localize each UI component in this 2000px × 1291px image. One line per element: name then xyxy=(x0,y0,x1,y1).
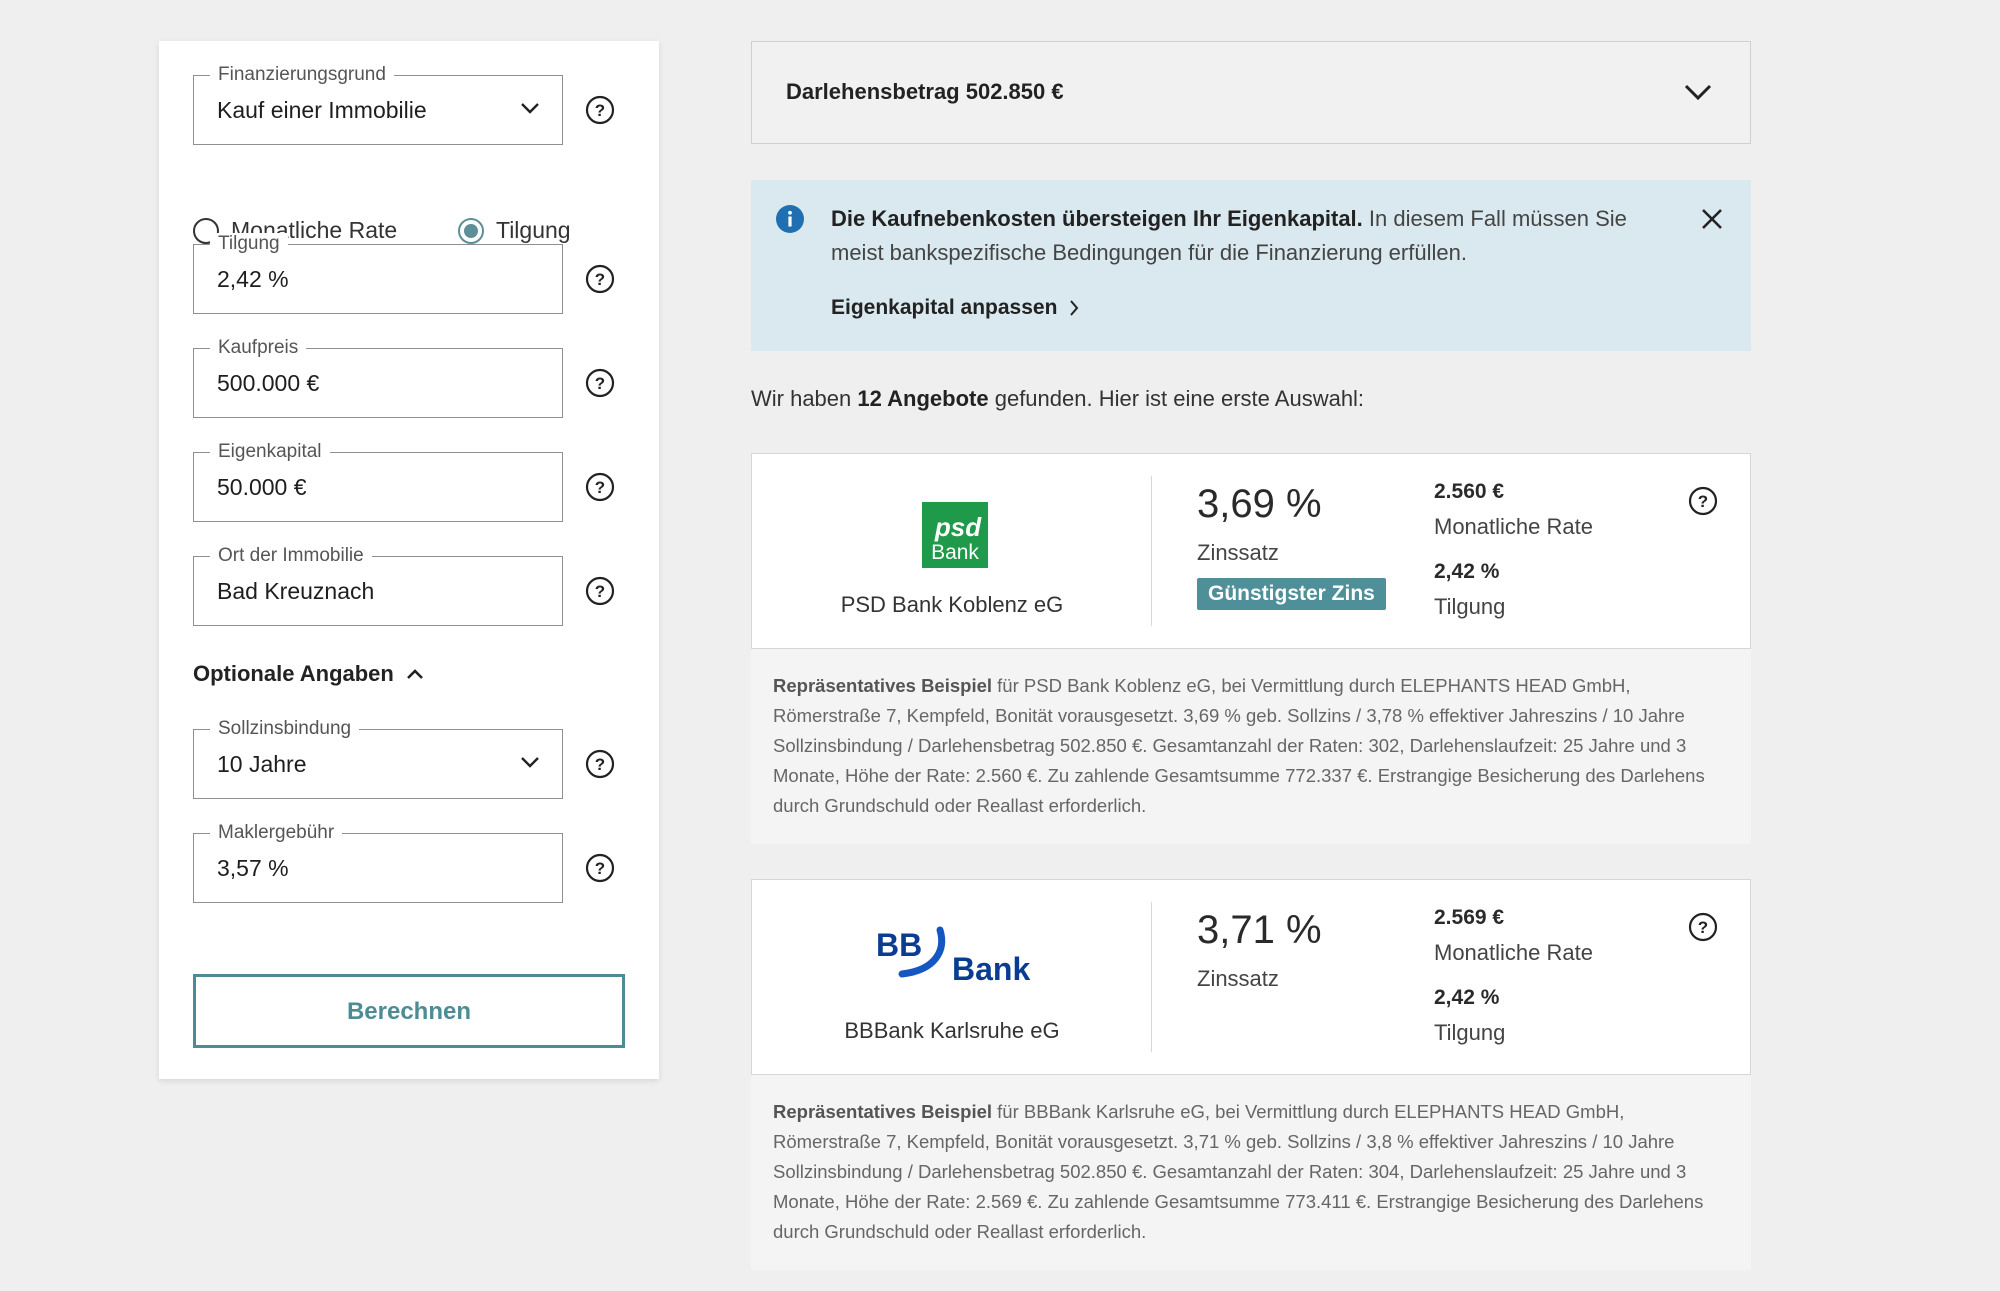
help-icon[interactable]: ? xyxy=(1688,486,1718,516)
tilgung-label: Tilgung xyxy=(1434,1020,1506,1045)
info-banner: Die Kaufnebenkosten übersteigen Ihr Eige… xyxy=(751,180,1751,351)
psd-bank-logo: psd Bank xyxy=(922,502,988,568)
help-icon[interactable]: ? xyxy=(585,95,615,125)
card-divider xyxy=(1151,476,1152,626)
radio-circle[interactable] xyxy=(193,217,219,244)
svg-text:?: ? xyxy=(1698,918,1708,937)
ort-input[interactable]: Ort der Immobilie Bad Kreuznach xyxy=(193,545,563,626)
kaufpreis-label: Kaufpreis xyxy=(210,337,307,359)
representative-example: Repräsentatives Beispiel für BBBank Karl… xyxy=(751,1075,1751,1270)
tilgung-value: 2,42 % xyxy=(1434,560,1500,583)
ort-value[interactable]: Bad Kreuznach xyxy=(217,578,375,604)
loan-amount-accordion[interactable]: Darlehensbetrag 502.850 € xyxy=(751,41,1751,144)
optional-section-toggle[interactable]: Optionale Angaben xyxy=(193,661,424,687)
monthly-rate-value: 2.560 € xyxy=(1434,480,1505,503)
info-message-text: In diesem Fall müssen Sie meist bankspez… xyxy=(831,206,1627,265)
results-count: 12 Angebote xyxy=(857,386,989,411)
psd-logo-line2: Bank xyxy=(931,541,979,564)
chevron-down-icon xyxy=(521,103,539,114)
kaufpreis-input[interactable]: Kaufpreis 500.000 € xyxy=(193,337,563,418)
help-icon[interactable]: ? xyxy=(585,264,615,294)
tilgung-value: 2,42 % xyxy=(1434,986,1500,1009)
interest-rate-label: Zinssatz xyxy=(1197,966,1279,991)
monthly-rate-label: Monatliche Rate xyxy=(1434,514,1593,539)
svg-text:?: ? xyxy=(595,755,605,774)
optional-section-label: Optionale Angaben xyxy=(193,661,394,686)
eigenkapital-label: Eigenkapital xyxy=(210,441,330,463)
monthly-rate-value: 2.569 € xyxy=(1434,906,1505,929)
results-post: gefunden. Hier ist eine erste Auswahl: xyxy=(988,386,1365,411)
tilgung-label: Tilgung xyxy=(1434,594,1506,619)
close-icon[interactable] xyxy=(1701,208,1723,230)
card-divider xyxy=(1151,902,1152,1052)
tilgung-value[interactable]: 2,42 % xyxy=(217,266,289,292)
payment-mode-radio-group: Monatliche Rate Tilgung xyxy=(193,217,623,257)
adjust-equity-link-label: Eigenkapital anpassen xyxy=(831,296,1058,319)
sollzinsbindung-select[interactable]: Sollzinsbindung 10 Jahre xyxy=(193,718,563,799)
financing-reason-select[interactable]: Finanzierungsgrund Kauf einer Immobilie xyxy=(193,64,563,145)
tilgung-label: Tilgung xyxy=(210,233,288,255)
radio-tilgung[interactable]: Tilgung xyxy=(458,217,571,244)
offer-card[interactable]: psd Bank PSD Bank Koblenz eG 3,69 % Zins… xyxy=(751,453,1751,649)
help-icon[interactable]: ? xyxy=(585,749,615,779)
eigenkapital-input[interactable]: Eigenkapital 50.000 € xyxy=(193,441,563,522)
example-text: für BBBank Karlsruhe eG, bei Vermittlung… xyxy=(773,1101,1704,1242)
maklergebuehr-value[interactable]: 3,57 % xyxy=(217,855,289,881)
help-icon[interactable]: ? xyxy=(1688,912,1718,942)
bbbank-logo: BB Bank xyxy=(876,926,1030,987)
sollzinsbindung-label: Sollzinsbindung xyxy=(210,718,360,740)
info-icon xyxy=(776,205,804,233)
svg-text:?: ? xyxy=(595,478,605,497)
info-message-bold: Die Kaufnebenkosten übersteigen Ihr Eige… xyxy=(831,206,1363,231)
svg-text:?: ? xyxy=(595,374,605,393)
tilgung-input[interactable]: Tilgung 2,42 % xyxy=(193,233,563,314)
calculate-button[interactable]: Berechnen xyxy=(193,974,625,1048)
chevron-down-icon xyxy=(521,757,539,768)
psd-logo-line1: psd xyxy=(934,512,982,542)
offer-card[interactable]: BB Bank BBBank Karlsruhe eG 3,71 % Zinss… xyxy=(751,879,1751,1075)
help-icon[interactable]: ? xyxy=(585,576,615,606)
bbbank-logo-line2: Bank xyxy=(952,951,1030,987)
example-text: für PSD Bank Koblenz eG, bei Vermittlung… xyxy=(773,675,1705,816)
adjust-equity-link[interactable]: Eigenkapital anpassen xyxy=(831,296,1079,320)
representative-example: Repräsentatives Beispiel für PSD Bank Ko… xyxy=(751,649,1751,844)
help-icon[interactable]: ? xyxy=(585,472,615,502)
radio-circle-selected[interactable] xyxy=(458,217,484,244)
chevron-up-icon xyxy=(406,669,423,679)
interest-rate-label: Zinssatz xyxy=(1197,540,1279,565)
financing-form-panel: Finanzierungsgrund Kauf einer Immobilie … xyxy=(159,41,659,1079)
help-icon[interactable]: ? xyxy=(585,853,615,883)
chevron-right-icon xyxy=(1070,300,1079,316)
svg-text:?: ? xyxy=(1698,492,1708,511)
maklergebuehr-label: Maklergebühr xyxy=(210,822,343,844)
financing-reason-value: Kauf einer Immobilie xyxy=(217,97,427,123)
svg-text:?: ? xyxy=(595,270,605,289)
help-icon[interactable]: ? xyxy=(585,368,615,398)
info-message: Die Kaufnebenkosten übersteigen Ihr Eige… xyxy=(831,202,1651,270)
best-rate-badge: Günstigster Zins xyxy=(1197,578,1386,610)
results-pre: Wir haben xyxy=(751,386,858,411)
example-bold: Repräsentatives Beispiel xyxy=(773,1101,993,1122)
svg-text:?: ? xyxy=(595,859,605,878)
financing-reason-label: Finanzierungsgrund xyxy=(210,64,394,86)
example-bold: Repräsentatives Beispiel xyxy=(773,675,993,696)
ort-label: Ort der Immobilie xyxy=(210,545,372,567)
maklergebuehr-input[interactable]: Maklergebühr 3,57 % xyxy=(193,822,563,903)
interest-rate: 3,69 % xyxy=(1197,482,1322,526)
monthly-rate-label: Monatliche Rate xyxy=(1434,940,1593,965)
bbbank-logo-line1: BB xyxy=(876,927,922,963)
interest-rate: 3,71 % xyxy=(1197,908,1322,952)
sollzinsbindung-value: 10 Jahre xyxy=(217,751,307,777)
bank-name: PSD Bank Koblenz eG xyxy=(840,592,1064,617)
bank-name: BBBank Karlsruhe eG xyxy=(844,1018,1060,1043)
results-summary: Wir haben 12 Angebote gefunden. Hier ist… xyxy=(751,386,1364,412)
svg-text:?: ? xyxy=(595,101,605,120)
loan-amount-title: Darlehensbetrag 502.850 € xyxy=(786,79,1064,104)
svg-text:?: ? xyxy=(595,582,605,601)
eigenkapital-value[interactable]: 50.000 € xyxy=(217,474,307,500)
chevron-down-icon xyxy=(1684,84,1712,100)
radio-tilgung-label: Tilgung xyxy=(496,217,571,243)
kaufpreis-value[interactable]: 500.000 € xyxy=(217,370,320,396)
